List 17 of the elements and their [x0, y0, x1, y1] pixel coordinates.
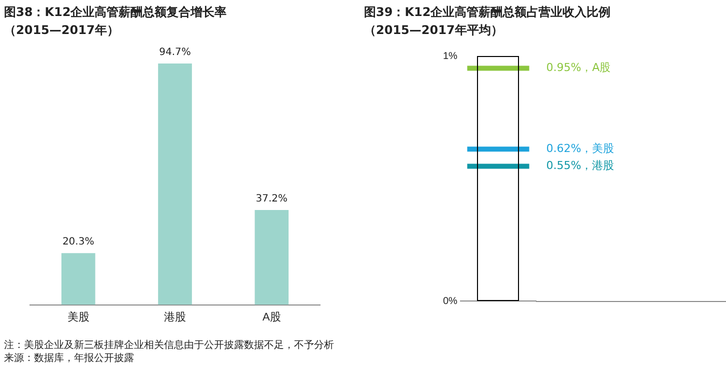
y-tick-label: 0% — [443, 296, 458, 307]
text: 注：美股企业及新三板挂牌企业相关信息由于公开披露数据不足，不予分析 — [4, 340, 334, 351]
x-tick-label: A股 — [262, 311, 281, 324]
data-label: 37.2% — [256, 194, 288, 205]
y-tick-label: 1% — [443, 50, 458, 62]
ref-line-label: 0.95%，A股 — [546, 61, 611, 74]
ref-line-label: 0.55%，港股 — [546, 159, 614, 172]
chart-subtitle: （2015—2017年平均） — [364, 22, 503, 39]
chart-subtitle: （2015—2017年） — [4, 22, 119, 39]
data-label: 94.7% — [159, 47, 191, 58]
source-note: 来源：数据库，年报公开披露 — [4, 353, 134, 364]
ref-line-label: 0.62%，美股 — [546, 142, 614, 155]
chart-title: 图38：K12企业高管薪酬总额复合增长率 — [4, 4, 227, 21]
x-tick-label: 美股 — [67, 310, 90, 324]
x-tick-label: 港股 — [164, 310, 186, 324]
chart-title: 图39：K12企业高管薪酬总额占营业收入比例 — [364, 4, 611, 21]
data-label: 20.3% — [62, 236, 94, 248]
